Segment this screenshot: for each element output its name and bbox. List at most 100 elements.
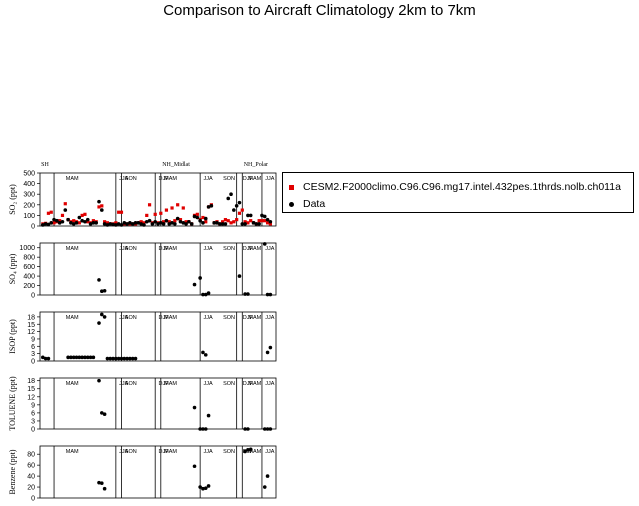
model-point [159, 211, 163, 215]
model-point [232, 220, 236, 224]
y-tick-label: 12 [27, 329, 35, 336]
season-label: MAM [164, 176, 177, 182]
data-point [69, 221, 73, 225]
data-point [63, 208, 68, 212]
y-tick-label: 0 [31, 427, 35, 434]
data-point [201, 427, 205, 431]
data-point [102, 288, 107, 293]
season-label: SON [125, 246, 137, 252]
model-point [114, 221, 118, 225]
season-label: MAM [248, 315, 261, 321]
data-point [265, 474, 270, 478]
model-point [246, 221, 250, 225]
data-point [243, 292, 247, 296]
data-point [198, 427, 202, 431]
data-point [243, 427, 247, 431]
data-point [105, 356, 110, 361]
data-point [74, 221, 79, 225]
season-label: JJA [265, 381, 275, 387]
legend-entry-model: CESM2.F2000climo.C96.C96.mg17.intel.432p… [289, 181, 621, 193]
region-label: NH_Midlat [162, 162, 190, 168]
y-axis-label: SO₄ (ppt) [8, 253, 17, 284]
data-point [181, 221, 186, 225]
data-point [125, 356, 129, 361]
model-point [195, 212, 199, 216]
data-point [100, 411, 104, 415]
data-point [60, 219, 65, 224]
model-point [117, 210, 121, 214]
model-point [145, 213, 149, 217]
y-tick-label: 60 [27, 463, 35, 470]
y-tick-label: 80 [27, 452, 35, 459]
data-point [248, 447, 253, 452]
season-label: JJA [203, 449, 213, 455]
data-point [215, 221, 219, 225]
season-label: JJA [119, 315, 128, 321]
model-point [249, 219, 253, 223]
data-point [246, 213, 250, 218]
data-point [173, 222, 177, 226]
data-point [77, 355, 82, 360]
data-point [100, 208, 104, 212]
season-label: MAM [66, 381, 79, 387]
data-point [102, 412, 107, 417]
model-point [97, 205, 101, 209]
model-point [204, 220, 208, 224]
season-label: MAM [164, 381, 177, 387]
data-point [119, 356, 124, 361]
data-point [229, 192, 233, 196]
season-label: JJA [119, 449, 128, 455]
data-point [192, 282, 197, 287]
data-point [97, 378, 101, 383]
data-point [66, 355, 70, 360]
data-point [136, 221, 141, 225]
model-point [105, 221, 110, 225]
data-point [55, 218, 59, 223]
model-point [77, 221, 81, 225]
data-point [147, 218, 152, 223]
y-tick-label: 0 [31, 496, 35, 503]
season-label: MAM [66, 176, 79, 182]
data-point [201, 486, 205, 491]
y-tick-label: 6 [31, 410, 35, 417]
season-label: JJA [265, 176, 275, 182]
model-point [100, 204, 104, 208]
model-point [46, 211, 51, 215]
data-point [69, 355, 73, 360]
data-point [102, 315, 107, 319]
data-point [80, 355, 84, 360]
data-point [206, 291, 211, 295]
season-label: DJF [243, 246, 254, 252]
data-point [100, 481, 104, 486]
season-label: SON [125, 176, 137, 182]
y-tick-label: 9 [31, 336, 35, 343]
y-tick-label: 20 [27, 485, 35, 492]
data-point [203, 292, 208, 297]
data-point [125, 222, 129, 226]
data-point [268, 292, 273, 297]
model-point [170, 206, 174, 210]
data-point [85, 217, 90, 222]
data-point [203, 427, 208, 431]
data-point [192, 214, 197, 219]
y-tick-label: 200 [23, 202, 35, 209]
data-point [128, 356, 132, 361]
model-point [260, 219, 264, 223]
data-point [80, 218, 84, 223]
data-point [108, 222, 113, 226]
model-point [63, 202, 67, 206]
data-point [254, 222, 259, 226]
data-point [133, 356, 138, 361]
data-point [111, 356, 115, 361]
season-label: MAM [66, 449, 79, 455]
model-point [235, 218, 239, 222]
data-point [46, 222, 51, 227]
data-point [156, 222, 160, 226]
data-point [201, 221, 205, 225]
data-point [52, 217, 56, 222]
plot-frame [39, 242, 277, 296]
plot-frame [39, 172, 277, 227]
